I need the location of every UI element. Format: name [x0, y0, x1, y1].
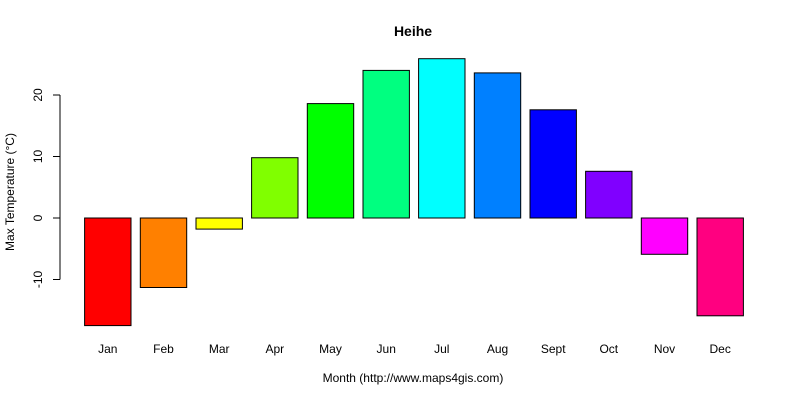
- x-tick-label: Mar: [209, 342, 230, 356]
- y-tick-label: 0: [31, 214, 45, 221]
- bar-feb: [139, 217, 188, 288]
- x-axis-label: Month (http://www.maps4gis.com): [323, 371, 504, 385]
- x-tick-label: Nov: [654, 342, 675, 356]
- x-tick-label: Aug: [487, 342, 508, 356]
- bar-mar: [195, 217, 243, 230]
- bar-oct: [585, 170, 633, 219]
- x-tick-label: Dec: [710, 342, 731, 356]
- bars-group: [84, 58, 744, 327]
- x-tick-label: Apr: [265, 342, 284, 356]
- bar-dec: [696, 217, 744, 317]
- bar-jul: [418, 58, 466, 219]
- x-tick-label: May: [319, 342, 342, 356]
- x-tick-label: Jun: [377, 342, 396, 356]
- chart-title: Heihe: [394, 23, 432, 39]
- y-tick-label: 20: [31, 88, 45, 102]
- y-axis: -10 0 10 20: [31, 88, 61, 289]
- y-tick-label: 10: [31, 150, 45, 164]
- bar-may: [306, 103, 355, 219]
- y-axis-label: Max Temperature (°C): [3, 133, 17, 251]
- x-tick-label: Jul: [434, 342, 449, 356]
- x-tick-label: Feb: [153, 342, 174, 356]
- bar-jun: [362, 69, 410, 219]
- y-tick-label: -10: [31, 271, 45, 289]
- x-tick-label: Oct: [599, 342, 618, 356]
- bar-sept: [529, 109, 577, 219]
- x-tick-label: Jan: [98, 342, 117, 356]
- x-tick-labels: Jan Feb Mar Apr May Jun Jul Aug Sept Oct Nov Dec: [98, 342, 731, 356]
- bar-aug: [473, 72, 522, 219]
- x-tick-label: Sept: [541, 342, 566, 356]
- bar-jan: [84, 217, 132, 327]
- bar-nov: [640, 217, 689, 255]
- bar-apr: [251, 157, 299, 219]
